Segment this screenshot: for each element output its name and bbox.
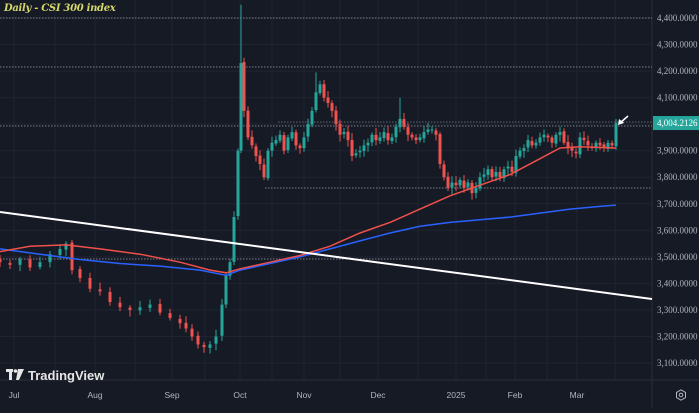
candles (0, 4, 618, 354)
price-axis-label: 4,100.0000 (657, 93, 698, 103)
time-axis-label: Dec (370, 390, 386, 400)
current-price-label: 4,004.2126 (657, 118, 698, 128)
price-axis-label: 3,900.0000 (657, 146, 698, 156)
time-axis-label: Feb (508, 390, 523, 400)
price-axis-label: 3,600.0000 (657, 225, 698, 235)
price-axis-label: 3,800.0000 (657, 172, 698, 182)
tradingview-logo-icon (6, 368, 24, 383)
time-axis-label: Sep (164, 390, 179, 400)
time-axis-label: Nov (296, 390, 312, 400)
price-axis-label: 4,300.0000 (657, 40, 698, 50)
time-axis-label: Aug (87, 390, 102, 400)
time-axis-label: Oct (233, 390, 247, 400)
moving-average-slow (0, 204, 617, 277)
tradingview-logo[interactable]: TradingView (6, 368, 104, 383)
trendline[interactable] (0, 211, 653, 300)
time-axis-label: Jul (9, 390, 20, 400)
moving-average-fast (0, 145, 617, 274)
chart-title: Daily - CSI 300 index (4, 3, 116, 14)
current-price-badge (653, 116, 699, 131)
price-axis-label: 3,400.0000 (657, 278, 698, 288)
price-axis-label: 4,200.0000 (657, 66, 698, 76)
price-axis-label: 4,400.0000 (657, 13, 698, 23)
arrow-annotation-icon (618, 115, 629, 125)
price-axis-label: 3,200.0000 (657, 331, 698, 341)
price-axis-label: 3,300.0000 (657, 305, 698, 315)
price-axis-label: 3,700.0000 (657, 199, 698, 209)
time-axis-label: 2025 (447, 390, 466, 400)
time-axis-label: Mar (570, 390, 585, 400)
tradingview-logo-text: TradingView (28, 368, 105, 383)
settings-gear-icon[interactable] (675, 389, 687, 401)
price-axis-label: 3,500.0000 (657, 252, 698, 262)
price-axis-label: 3,100.0000 (657, 358, 698, 368)
